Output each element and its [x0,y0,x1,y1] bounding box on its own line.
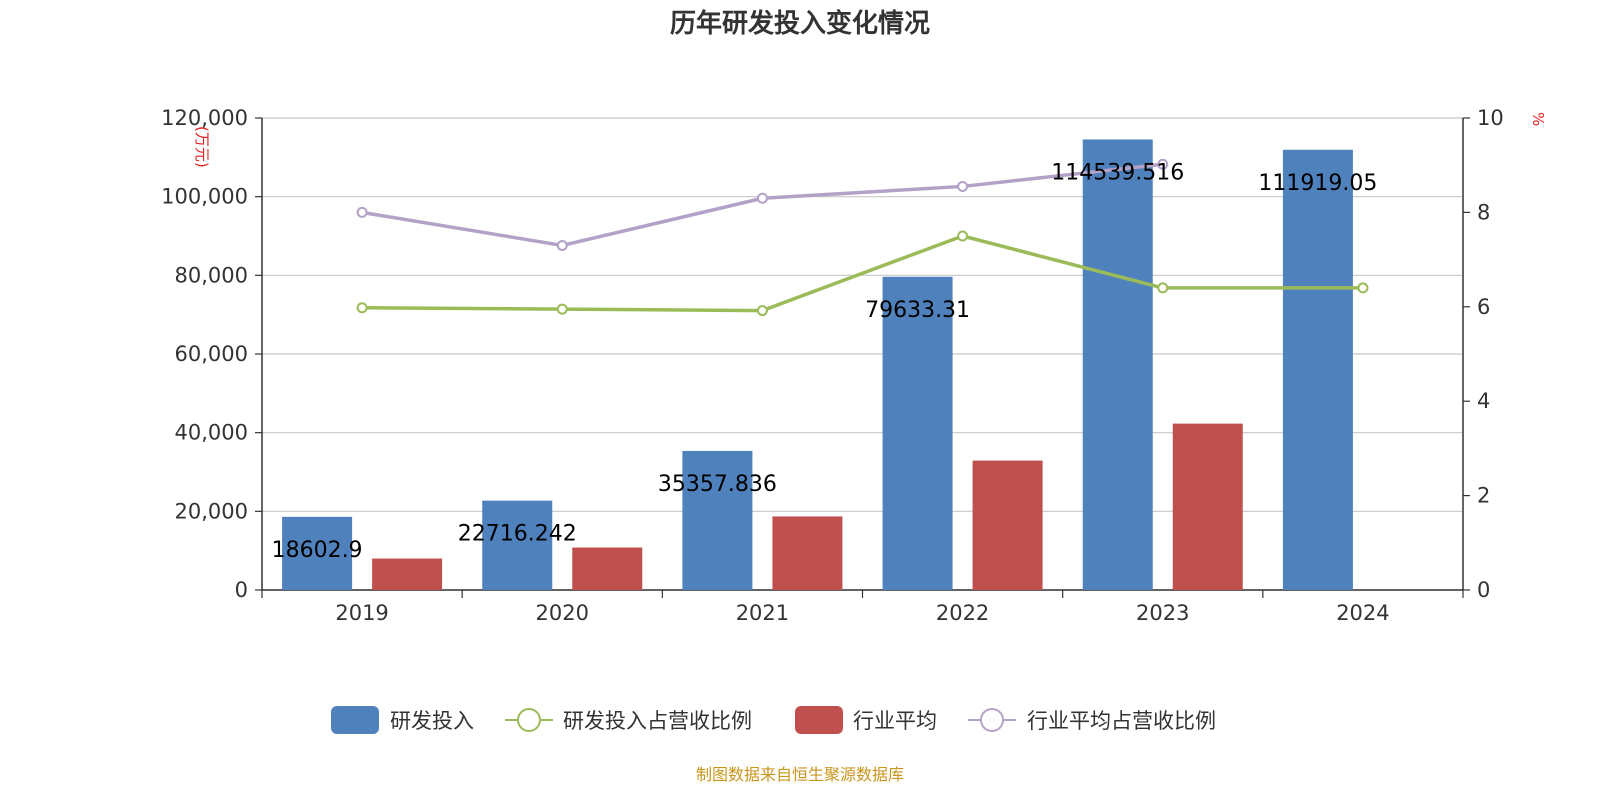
x-tick-label: 2022 [936,601,989,625]
line-point [957,230,969,242]
line-point [356,302,368,314]
y-left-tick-label: 100,000 [161,185,248,209]
legend-swatch-bar [331,706,379,734]
y-right-tick-label: 0 [1477,578,1490,602]
bar-rd-input [882,276,953,590]
bar-industry-avg [372,558,443,590]
y-right-tick-label: 6 [1477,295,1490,319]
data-label: 22716.242 [458,522,577,547]
y-left-tick-label: 80,000 [175,263,248,287]
data-label: 114539.516 [1051,160,1184,185]
line-industry-ratio [361,162,1163,248]
bar-rd-input [482,500,553,590]
line-point [756,305,768,317]
x-tick-label: 2023 [1136,601,1189,625]
line-point [356,206,368,218]
bar-industry-avg [572,547,643,590]
line-point [556,303,568,315]
line-point [556,239,568,251]
y-left-tick-label: 60,000 [175,342,248,366]
bar-industry-avg [972,460,1043,590]
legend-label: 行业平均占营收比例 [1027,709,1216,733]
line-point [957,180,969,192]
bar-industry-avg [1172,423,1243,590]
line-rd-ratio [362,234,1363,313]
data-label: 111919.05 [1258,171,1377,196]
line-point [1157,158,1169,170]
legend-swatch-marker [517,708,541,732]
y-left-tick-label: 120,000 [161,106,248,130]
x-tick-label: 2020 [536,601,589,625]
lines [356,158,1369,317]
y-right-axis-title: % [1529,112,1547,126]
legend: 研发投入 研发投入占营收比例 行业平均 行业平均占营收比例 [331,706,1216,734]
y-left-tick-label: 0 [235,578,248,602]
y-right-tick-label: 10 [1477,106,1504,130]
y-left-tick-label: 40,000 [175,421,248,445]
bar-rd-input [1282,149,1353,590]
y-right-tick-label: 4 [1477,389,1490,413]
y-right-tick-label: 8 [1477,200,1490,224]
legend-label: 研发投入占营收比例 [563,709,752,733]
bars [282,139,1353,590]
y-right-tick-label: 2 [1477,484,1490,508]
bar-rd-input [282,516,353,590]
x-tick-label: 2019 [335,601,388,625]
line-point [1157,282,1169,294]
line-point [756,192,768,204]
bar-industry-avg [772,516,843,590]
axes: 0 20,000 40,000 60,000 80,000 100,000 120,000 0… [161,106,1547,625]
legend-label: 研发投入 [390,709,474,733]
data-label: 18602.9 [272,538,363,563]
bar-rd-input [682,450,753,590]
y-left-tick-label: 20,000 [175,499,248,523]
legend-swatch-bar [795,706,843,734]
data-labels: 18602.9 22716.242 35357.836 79633.31 114539.… [272,160,1378,562]
bar-rd-input [1082,139,1153,590]
line-point [1357,282,1369,294]
data-label: 79633.31 [865,298,970,323]
legend-swatch-marker [980,708,1004,732]
y-left-axis-title: (万元) [193,126,211,168]
source-note: 制图数据来自恒生聚源数据库 [696,765,904,784]
gridlines [262,117,1463,591]
legend-label: 行业平均 [853,709,937,733]
x-tick-label: 2021 [736,601,789,625]
data-label: 35357.836 [658,472,777,497]
chart-title: 历年研发投入变化情况 [670,8,930,39]
x-tick-label: 2024 [1336,601,1389,625]
